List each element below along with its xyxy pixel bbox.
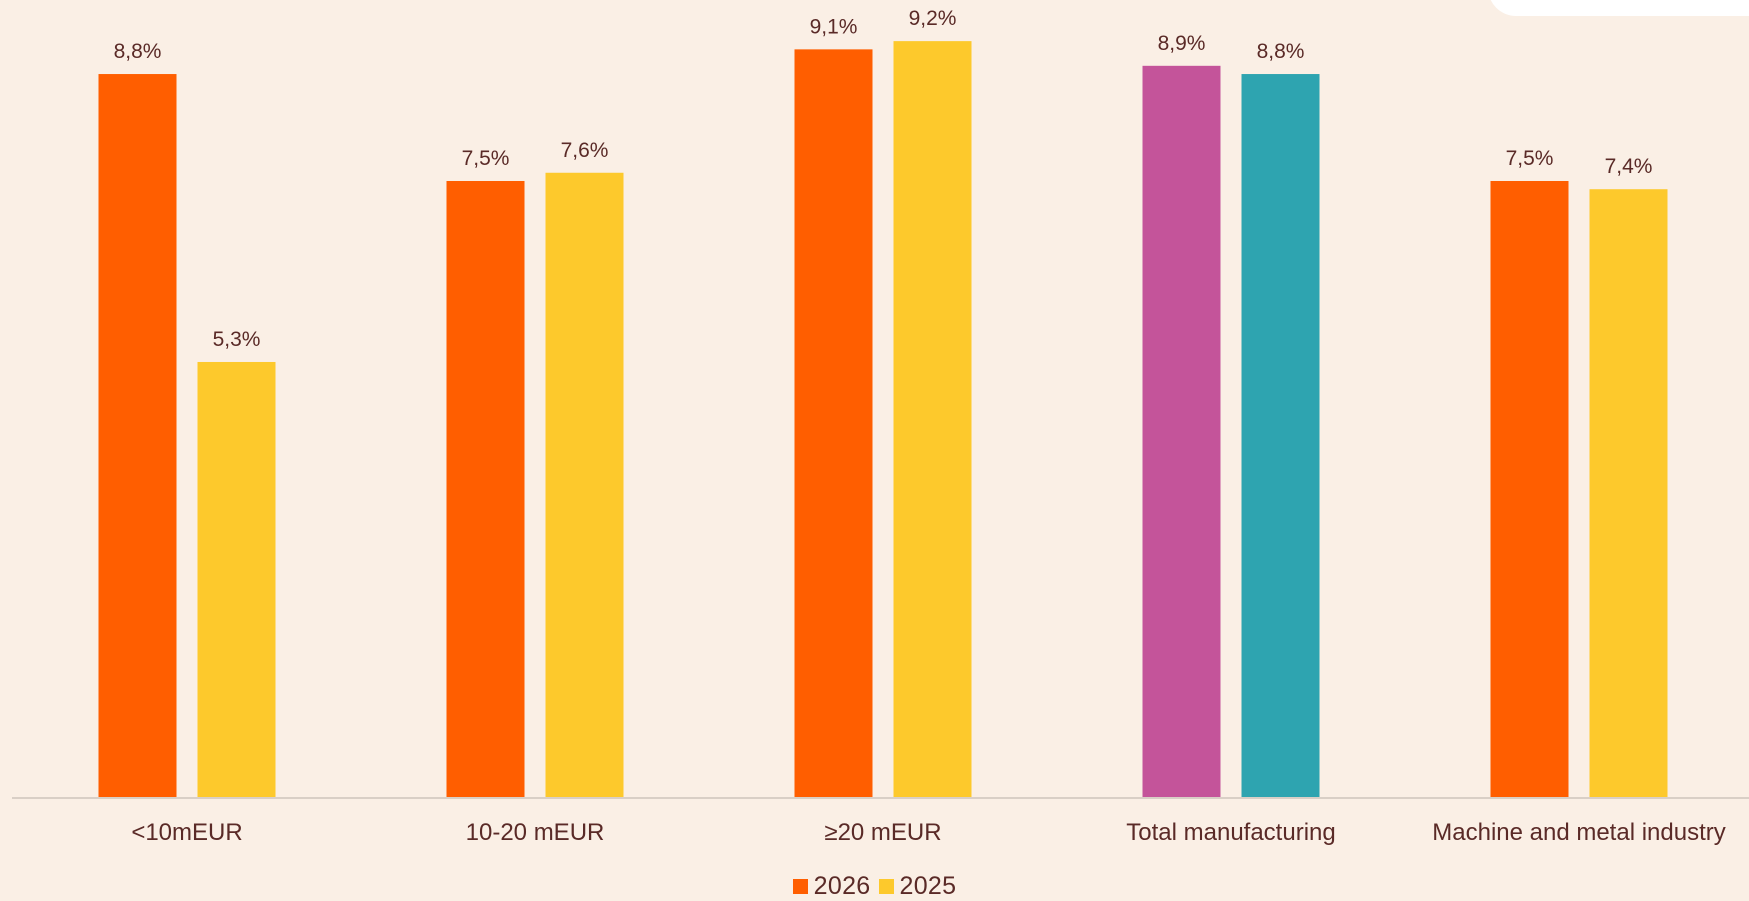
- value-label-2026-1: 7,5%: [462, 147, 510, 170]
- category-label-4: Machine and metal industry: [1432, 819, 1725, 846]
- value-label-2025-3: 8,8%: [1257, 40, 1305, 63]
- legend-label-2025: 2025: [899, 872, 957, 900]
- bar-2026-1[interactable]: [446, 180, 525, 798]
- bar-2025-0[interactable]: [197, 361, 276, 798]
- bar-2026-3[interactable]: [1142, 65, 1221, 798]
- legend-swatch-2026: [792, 879, 808, 894]
- bar-2026-0[interactable]: [98, 74, 177, 798]
- category-label-0: <10mEUR: [131, 819, 242, 846]
- legend-swatch-2025: [878, 879, 894, 894]
- bar-chart: 8,8% 5,3% 7,5% 7,6% 9,1% 9,2% 8,9% 8,8% 7,5% 7,4%…: [12, 7, 1749, 846]
- legend-label-2026: 2026: [813, 872, 871, 900]
- bar-2025-2[interactable]: [893, 41, 972, 798]
- value-label-2026-3: 8,9%: [1158, 32, 1206, 55]
- value-label-2026-2: 9,1%: [810, 15, 858, 38]
- bar-2025-4[interactable]: [1589, 189, 1668, 798]
- category-label-2: ≥20 mEUR: [824, 819, 941, 846]
- bar-2026-2[interactable]: [794, 49, 873, 798]
- corner-panel: [1488, 0, 1749, 16]
- legend-item-2025[interactable]: 2025: [878, 872, 957, 901]
- bars-group: [98, 41, 1668, 799]
- value-label-2025-0: 5,3%: [213, 328, 261, 351]
- value-labels-group: 8,8% 5,3% 7,5% 7,6% 9,1% 9,2% 8,9% 8,8% 7,5% 7,4%: [114, 7, 1653, 351]
- bar-2025-1[interactable]: [545, 172, 624, 799]
- value-label-2026-4: 7,5%: [1506, 147, 1554, 170]
- value-label-2026-0: 8,8%: [114, 40, 162, 63]
- value-label-2025-4: 7,4%: [1605, 155, 1653, 178]
- value-label-2025-1: 7,6%: [561, 139, 609, 162]
- legend: 2026 2025: [0, 872, 1749, 901]
- category-label-1: 10-20 mEUR: [466, 819, 605, 846]
- bar-2025-3[interactable]: [1241, 74, 1320, 798]
- legend-item-2026[interactable]: 2026: [792, 872, 871, 901]
- value-label-2025-2: 9,2%: [909, 7, 957, 30]
- category-label-3: Total manufacturing: [1126, 819, 1335, 846]
- category-labels-group: <10mEUR 10-20 mEUR ≥20 mEUR Total manufactu…: [131, 819, 1725, 846]
- bar-2026-4[interactable]: [1490, 180, 1569, 798]
